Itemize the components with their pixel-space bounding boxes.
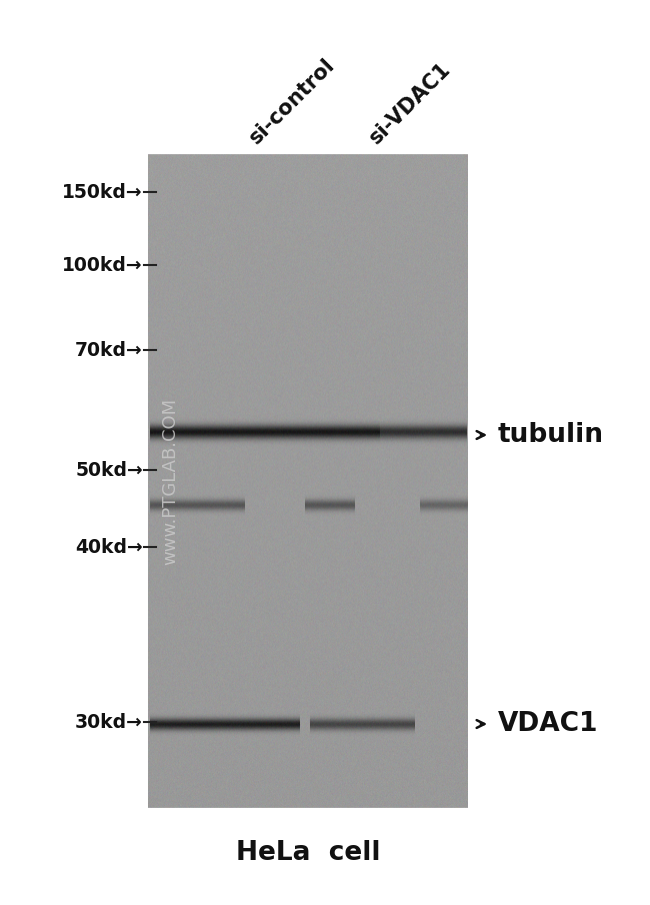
- Text: HeLa  cell: HeLa cell: [236, 840, 380, 866]
- Text: 30kd→: 30kd→: [75, 712, 143, 731]
- Text: 70kd→: 70kd→: [75, 340, 143, 359]
- Text: 50kd→: 50kd→: [75, 461, 143, 480]
- Text: tubulin: tubulin: [498, 422, 604, 448]
- Text: 150kd→: 150kd→: [62, 183, 143, 202]
- Text: www.PTGLAB.COM: www.PTGLAB.COM: [161, 398, 179, 565]
- Text: si-VDAC1: si-VDAC1: [366, 59, 455, 148]
- Text: VDAC1: VDAC1: [498, 711, 599, 737]
- Text: 100kd→: 100kd→: [62, 255, 143, 274]
- Text: si-control: si-control: [246, 55, 339, 148]
- Text: 40kd→: 40kd→: [75, 538, 143, 557]
